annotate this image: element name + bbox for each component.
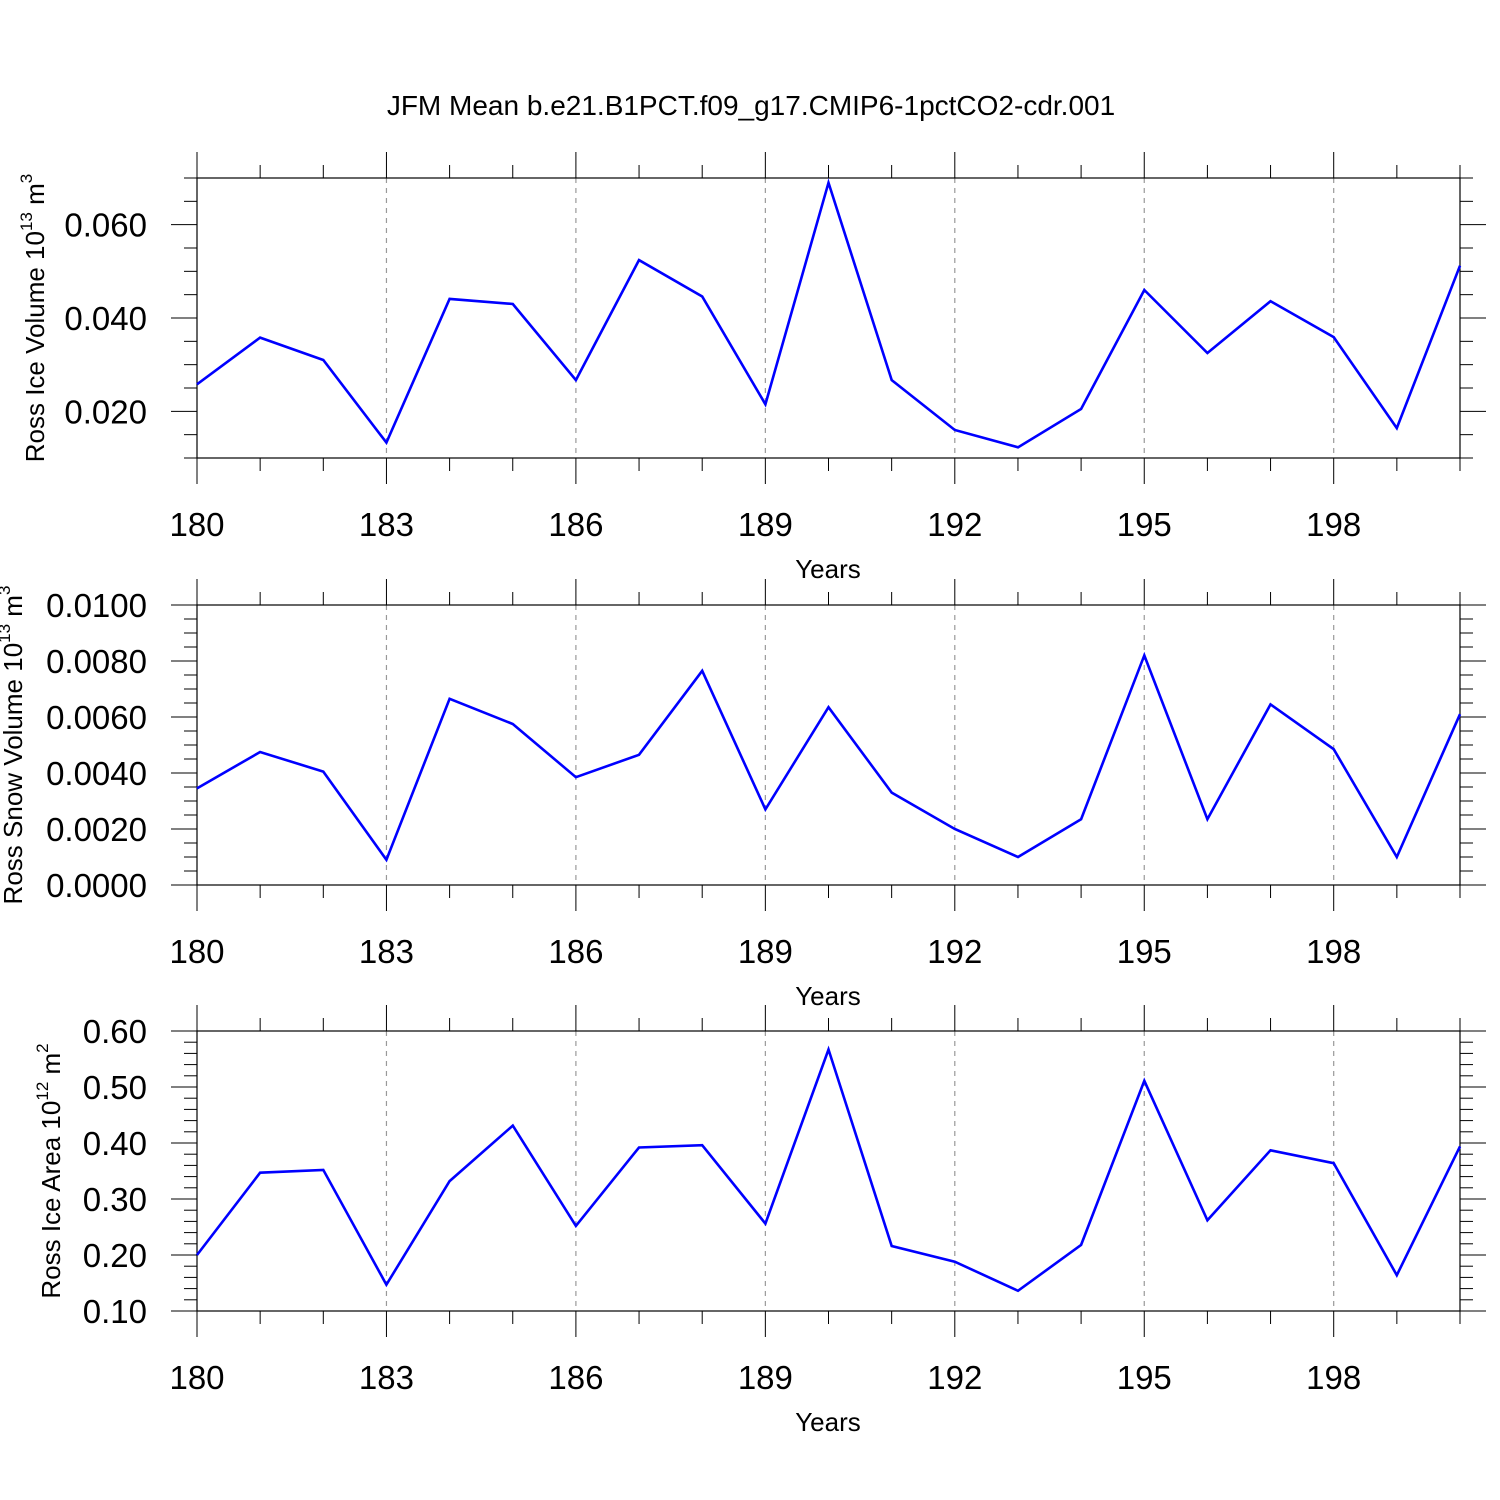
x-tick-label: 189 [738,1359,793,1396]
x-tick-label: 186 [548,933,603,970]
y-axis-title-exponent: 13 [17,212,36,231]
y-tick-label: 0.0080 [46,643,147,680]
y-axis-title-exponent: 13 [0,624,14,643]
y-tick-label: 0.060 [64,207,147,244]
panel-1: 180 183 186 189 192 195 198 Years 0.020 0.040 0.06… [17,152,1486,584]
y-tick-label: 0.0100 [46,587,147,624]
y-axis-title-unit-exponent: 3 [0,586,14,595]
y-tick-label: 0.30 [83,1181,147,1218]
y-tick-label: 0.0040 [46,755,147,792]
x-tick-label: 186 [548,1359,603,1396]
x-tick-label: 195 [1117,506,1172,543]
y-axis-title-text: Ross Ice Area 10 [36,1101,66,1299]
x-axis-title: Years [795,554,861,584]
x-tick-label: 198 [1306,933,1361,970]
x-tick-label: 183 [359,506,414,543]
chart-title: JFM Mean b.e21.B1PCT.f09_g17.CMIP6-1pctC… [387,90,1115,121]
y-axis-title: Ross Ice Area 1012 m2 [33,1043,66,1298]
x-tick-label: 183 [359,1359,414,1396]
x-tick-label: 189 [738,506,793,543]
series-line [196,651,1462,863]
x-tick-label: 192 [927,506,982,543]
x-tick-label: 183 [359,933,414,970]
y-axis-title-text: Ross Snow Volume 10 [0,643,28,905]
panel-3: 180 183 186 189 192 195 198 Years 0.10 0.20 0.30 0.… [33,1005,1486,1437]
x-tick-label: 189 [738,933,793,970]
x-tick-label: 198 [1306,1359,1361,1396]
x-tick-label: 180 [169,933,224,970]
y-tick-label: 0.040 [64,300,147,337]
y-axis-title-exponent: 12 [33,1082,52,1101]
panels: 180 183 186 189 192 195 198 Years 0.020 0.040 0.06… [0,152,1486,1437]
y-tick-label: 0.50 [83,1069,147,1106]
y-axis-title: Ross Snow Volume 1013 m3 [0,586,28,905]
y-tick-label: 0.20 [83,1237,147,1274]
y-tick-label: 0.40 [83,1125,147,1162]
x-tick-label: 198 [1306,506,1361,543]
x-tick-label: 192 [927,1359,982,1396]
x-tick-label: 195 [1117,933,1172,970]
y-tick-label: 0.020 [64,393,147,430]
x-tick-label: 180 [169,506,224,543]
y-axis-title-unit: m [0,595,28,624]
x-tick-label: 186 [548,506,603,543]
x-axis-title: Years [795,1407,861,1437]
panel-2: 180 183 186 189 192 195 198 Years 0.0000 0.0020 0.… [0,579,1486,1011]
y-tick-label: 0.10 [83,1293,147,1330]
x-tick-label: 195 [1117,1359,1172,1396]
x-tick-label: 180 [169,1359,224,1396]
x-axis-title: Years [795,981,861,1011]
y-tick-label: 0.0060 [46,699,147,736]
y-tick-label: 0.0000 [46,867,147,904]
series-line [195,1045,1462,1293]
y-axis-title-unit-exponent: 3 [17,174,36,183]
y-axis-title-unit: m [20,183,50,212]
y-axis-title: Ross Ice Volume 1013 m3 [17,174,50,463]
y-tick-label: 0.60 [83,1013,147,1050]
y-tick-label: 0.0020 [46,811,147,848]
y-axis-title-unit: m [36,1053,66,1082]
y-axis-title-unit-exponent: 2 [33,1043,52,1052]
y-axis-title-text: Ross Ice Volume 10 [20,231,50,462]
x-tick-label: 192 [927,933,982,970]
series-line [196,178,1462,449]
